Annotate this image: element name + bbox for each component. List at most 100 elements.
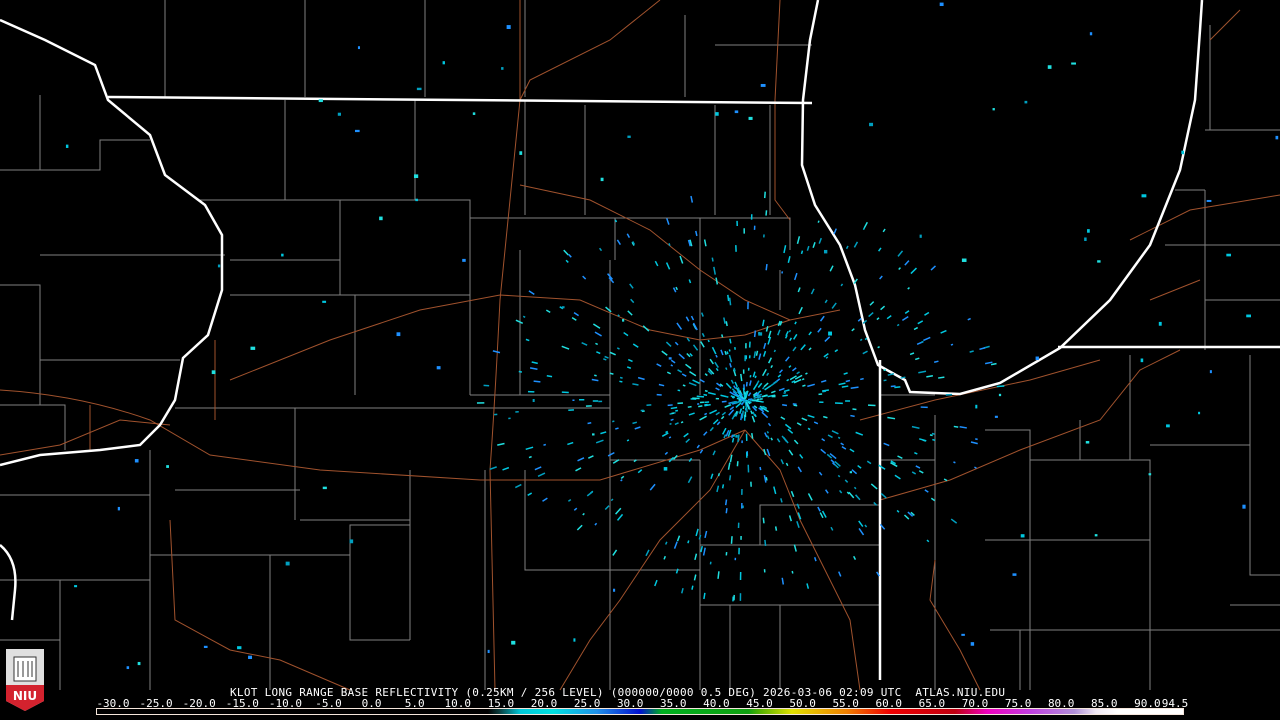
echo xyxy=(770,365,774,369)
echo xyxy=(907,286,910,290)
echo xyxy=(571,317,577,321)
echo xyxy=(853,486,857,490)
colorbar-label: 90.0 xyxy=(1134,697,1161,710)
echo xyxy=(846,491,850,495)
echo xyxy=(1035,356,1039,361)
echo xyxy=(668,436,672,439)
echo xyxy=(715,354,718,358)
echo xyxy=(703,592,706,600)
echo xyxy=(759,466,762,471)
echo xyxy=(525,446,534,451)
echo xyxy=(909,352,915,356)
echo xyxy=(923,336,931,342)
echo xyxy=(658,383,665,387)
echo xyxy=(773,349,776,353)
echo xyxy=(863,221,868,229)
echo xyxy=(721,427,727,435)
echo xyxy=(672,454,678,460)
echo xyxy=(787,256,791,263)
echo xyxy=(567,498,572,502)
echo xyxy=(248,655,253,659)
echo xyxy=(626,439,630,442)
echo xyxy=(666,371,671,375)
echo xyxy=(767,330,772,339)
echo xyxy=(598,247,603,252)
echo xyxy=(670,364,674,367)
echo xyxy=(713,266,716,275)
echo xyxy=(616,239,622,246)
echo xyxy=(720,415,725,420)
echo xyxy=(656,363,662,367)
colorbar-label: 94.5 xyxy=(1161,697,1189,710)
echo xyxy=(715,277,719,285)
echo xyxy=(756,393,763,397)
echo xyxy=(765,263,768,271)
echo xyxy=(711,346,717,355)
echo xyxy=(933,360,939,363)
echo xyxy=(975,404,978,409)
echo xyxy=(608,276,615,284)
echo xyxy=(830,526,834,531)
echo xyxy=(860,377,864,381)
colorbar-label: 0.0 xyxy=(361,697,382,710)
echo xyxy=(721,334,724,338)
echo xyxy=(708,368,715,375)
echo xyxy=(337,112,341,116)
echo xyxy=(725,382,732,389)
echo xyxy=(868,312,874,318)
echo xyxy=(915,465,921,469)
echo xyxy=(850,414,855,418)
echo xyxy=(720,349,724,356)
echo xyxy=(813,557,817,562)
echo xyxy=(700,341,705,348)
echo xyxy=(561,306,565,309)
echo xyxy=(600,431,607,435)
echo xyxy=(1181,150,1185,155)
echo xyxy=(763,394,767,397)
echo xyxy=(704,373,708,377)
echo xyxy=(808,331,812,336)
echo xyxy=(211,370,216,375)
echo xyxy=(824,336,831,343)
echo xyxy=(808,347,812,351)
echo xyxy=(730,536,733,544)
echo xyxy=(1024,100,1028,104)
echo xyxy=(1166,424,1170,428)
echo xyxy=(692,379,700,384)
echo xyxy=(776,438,781,443)
echo xyxy=(880,305,886,311)
echo xyxy=(862,350,868,355)
colorbar-label: 30.0 xyxy=(616,697,644,710)
echo xyxy=(807,383,815,388)
echo xyxy=(813,421,819,425)
echo xyxy=(613,588,616,592)
echo xyxy=(784,334,788,339)
echo xyxy=(612,549,618,556)
echo xyxy=(760,83,766,87)
echo xyxy=(630,298,635,304)
highway-lines xyxy=(0,0,1280,691)
echo xyxy=(603,358,607,361)
echo xyxy=(737,387,740,391)
echo xyxy=(1246,314,1252,318)
echo xyxy=(855,431,864,436)
echo xyxy=(723,434,727,439)
colorbar-label: 20.0 xyxy=(530,697,558,710)
echo xyxy=(728,354,733,363)
echo xyxy=(614,219,618,223)
echo xyxy=(586,491,594,497)
echo xyxy=(783,245,787,254)
echo xyxy=(665,341,672,347)
echo xyxy=(727,462,731,470)
product-title: KLOT LONG RANGE BASE REFLECTIVITY (0.25K… xyxy=(230,686,1006,699)
echo xyxy=(859,338,863,342)
colorbar-label: 15.0 xyxy=(487,697,515,710)
echo xyxy=(802,384,806,387)
echo xyxy=(790,490,795,498)
echo xyxy=(880,492,887,499)
echo xyxy=(838,382,846,386)
echo xyxy=(919,438,927,442)
echo xyxy=(745,399,752,404)
echo xyxy=(528,455,532,459)
